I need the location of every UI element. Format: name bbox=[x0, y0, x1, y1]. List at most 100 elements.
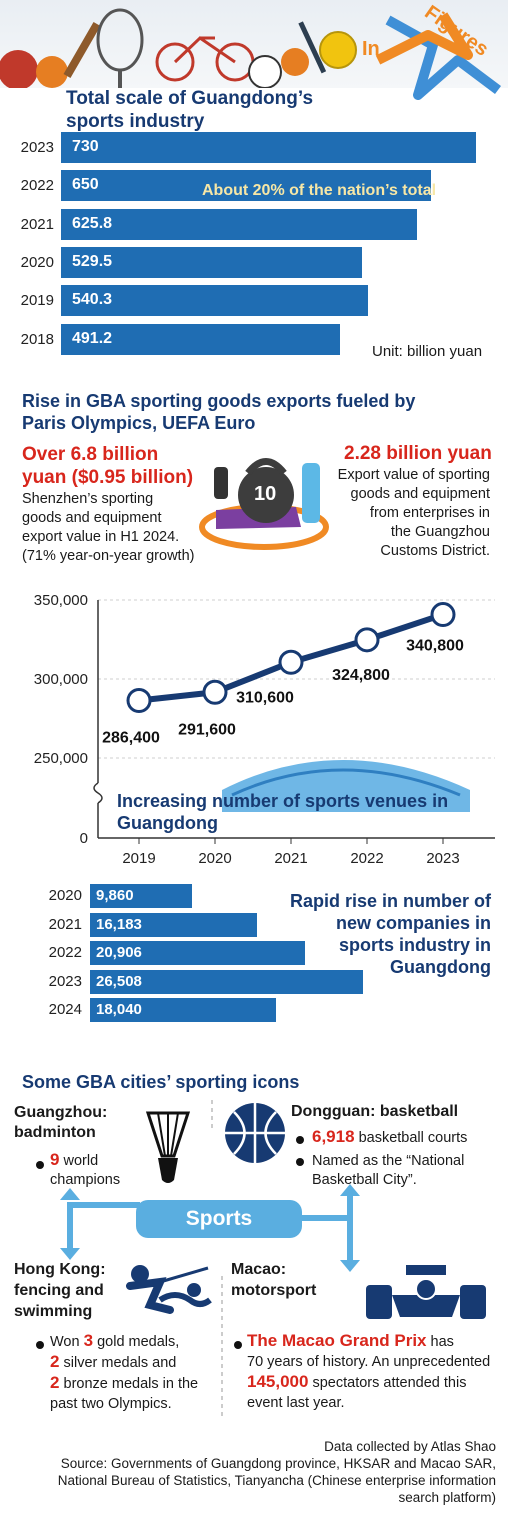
chart2-data-label: 324,800 bbox=[332, 667, 390, 684]
shenzhen-text-3: export value in H1 2024. bbox=[22, 529, 180, 545]
gz-export-text-5: Customs District. bbox=[380, 543, 490, 559]
chart3-value-label: 18,040 bbox=[96, 1001, 142, 1019]
chart2-data-point bbox=[354, 627, 380, 653]
chart1-value-label: 650 bbox=[72, 176, 99, 194]
chart3-value-label: 26,508 bbox=[96, 972, 142, 990]
hk-bronze-text: bronze medals in the bbox=[63, 1376, 199, 1392]
chart2-data-label: 310,600 bbox=[236, 689, 294, 706]
dongguan-stat-2: Named as the “National Basketball City”. bbox=[312, 1152, 464, 1190]
chart1-bar bbox=[61, 208, 417, 240]
chart1-annotation: About 20% of the nation’s total bbox=[202, 182, 437, 199]
chart2-y-tick: 250,000 bbox=[34, 750, 88, 767]
chart1-bar bbox=[61, 170, 431, 202]
bullet-dot bbox=[36, 1161, 44, 1169]
gz-stat-text-2: champions bbox=[50, 1172, 121, 1188]
gz-export-text-1: Export value of sporting bbox=[337, 467, 490, 483]
chart3-bar bbox=[90, 969, 363, 994]
chart3-title: Rapid rise in number of new companies in… bbox=[289, 891, 491, 977]
badge-in-text: In bbox=[362, 38, 380, 60]
chart3-year-label: 2020 bbox=[48, 887, 82, 904]
macao-title-2: motorsport bbox=[231, 1282, 317, 1299]
chart1-year-label: 2022 bbox=[20, 177, 54, 195]
chart1-unit: Unit: billion yuan bbox=[372, 343, 483, 360]
gz-export-text-4: the Guangzhou bbox=[390, 524, 490, 540]
hk-last-text: past two Olympics. bbox=[50, 1396, 172, 1412]
chart2-y-tick: 350,000 bbox=[34, 592, 88, 609]
dongguan-stat-1: 6,918 basketball courts bbox=[312, 1127, 467, 1147]
dg-stat-text-3: Basketball City”. bbox=[312, 1172, 417, 1188]
chart2-data-point bbox=[278, 649, 304, 675]
kettlebell-icon bbox=[238, 467, 294, 523]
chart1-bar bbox=[61, 285, 369, 317]
gz-stat-text-1: world bbox=[63, 1153, 99, 1169]
shenzhen-export-value: Over 6.8 billion yuan ($0.95 billion) bbox=[22, 443, 193, 489]
chart2-data-point bbox=[430, 602, 456, 628]
gz-export-text-3: from enterprises in bbox=[369, 505, 490, 521]
chart1-value-label: 491.2 bbox=[72, 329, 113, 347]
guangzhou-export-value: 2.28 billion yuan bbox=[344, 443, 492, 464]
basketball-icon bbox=[225, 1103, 285, 1163]
shenzhen-text-4: (71% year-on-year growth) bbox=[22, 548, 195, 564]
water-bottle-icon bbox=[302, 463, 320, 523]
chart1-year-label: 2021 bbox=[20, 215, 54, 233]
bullet-dot bbox=[296, 1158, 304, 1166]
mo-text-1: has bbox=[430, 1334, 454, 1350]
dongguan-title: Dongguan: basketball bbox=[291, 1103, 459, 1120]
shuttlecock-icon bbox=[145, 1111, 191, 1183]
shenzhen-value-line2: yuan ($0.95 billion) bbox=[22, 467, 194, 488]
footer-source-3: search platform) bbox=[398, 1490, 496, 1505]
exports-heading: Rise in GBA sporting goods exports fuele… bbox=[22, 390, 415, 434]
chart2-x-label: 2020 bbox=[198, 850, 231, 867]
hk-gold-text: gold medals, bbox=[97, 1334, 180, 1350]
icons-section-heading: Some GBA cities’ sporting icons bbox=[22, 1072, 300, 1092]
chart2-title: Increasing number of sports venues in Gu… bbox=[117, 791, 449, 833]
sports-center-label: Sports bbox=[185, 1207, 253, 1230]
chart2-data-label: 286,400 bbox=[102, 729, 160, 746]
sports-equipment-illustration bbox=[0, 8, 357, 88]
chart1-year-label: 2020 bbox=[20, 253, 54, 271]
mo-text-4: event last year. bbox=[247, 1395, 345, 1411]
guangzhou-export-text: Export value of sporting goods and equip… bbox=[300, 466, 490, 561]
chart2-y-tick: 300,000 bbox=[34, 671, 88, 688]
footer: Data collected by Atlas Shao Source: Gov… bbox=[10, 1438, 496, 1506]
macao-stat: The Macao Grand Prix has 70 years of his… bbox=[247, 1331, 490, 1413]
fencing-swimming-icon bbox=[126, 1265, 212, 1314]
chart2-x-label: 2019 bbox=[122, 850, 155, 867]
gz-export-text-2: goods and equipment bbox=[350, 486, 490, 502]
hongkong-title: Hong Kong: fencing and swimming bbox=[14, 1259, 106, 1322]
guangzhou-title: Guangzhou: badminton bbox=[14, 1103, 107, 1143]
chart3-bar bbox=[90, 884, 192, 908]
mo-spectators-count: 145,000 bbox=[247, 1372, 309, 1391]
chart3-bar bbox=[90, 912, 257, 937]
chart3-note-2024: (as of Aug 7) bbox=[183, 1026, 243, 1038]
chart2-axis-break bbox=[93, 782, 103, 804]
chart3-bar bbox=[90, 941, 306, 966]
chart1-year-label: 2018 bbox=[20, 330, 54, 348]
chart2-data-point bbox=[202, 679, 228, 705]
bullet-dot bbox=[234, 1341, 242, 1349]
mo-text-3: spectators attended this bbox=[312, 1375, 467, 1391]
chart1-year-label: 2023 bbox=[20, 139, 54, 156]
new-companies-bar-chart: 2020 9,860 2021 16,183 2022 20,906 2023 26,508 2… bbox=[0, 884, 508, 1054]
chart3-year-label: 2024 bbox=[48, 1001, 82, 1019]
chart2-x-label: 2022 bbox=[350, 850, 383, 867]
chart1-bar bbox=[61, 323, 341, 355]
chart1-year-label: 2019 bbox=[20, 292, 54, 310]
guangzhou-stat: 9 world champions bbox=[50, 1150, 120, 1190]
chart1-value-label: 529.5 bbox=[72, 252, 113, 270]
bullet-dot bbox=[296, 1136, 304, 1144]
chart2-data-point bbox=[126, 687, 152, 713]
chart2-x-label: 2021 bbox=[274, 850, 307, 867]
chart1-bar bbox=[61, 132, 476, 163]
bullet-dot bbox=[36, 1341, 44, 1349]
chart2-y-tick: 0 bbox=[80, 830, 88, 847]
dg-stat-text-2: Named as the “National bbox=[312, 1153, 465, 1169]
shenzhen-export-text: Shenzhen’s sporting goods and equipment … bbox=[22, 490, 194, 566]
hk-silver-count: 2 bbox=[50, 1352, 60, 1371]
chart3-year-label: 2023 bbox=[48, 972, 82, 990]
icons-section-frame bbox=[60, 1100, 360, 1420]
sporting-goods-illustration: 10 bbox=[196, 445, 336, 555]
chart2-data-label: 340,800 bbox=[406, 638, 464, 655]
hk-bronze-count: 2 bbox=[50, 1373, 60, 1392]
macao-title: Macao: motorsport bbox=[231, 1259, 316, 1301]
